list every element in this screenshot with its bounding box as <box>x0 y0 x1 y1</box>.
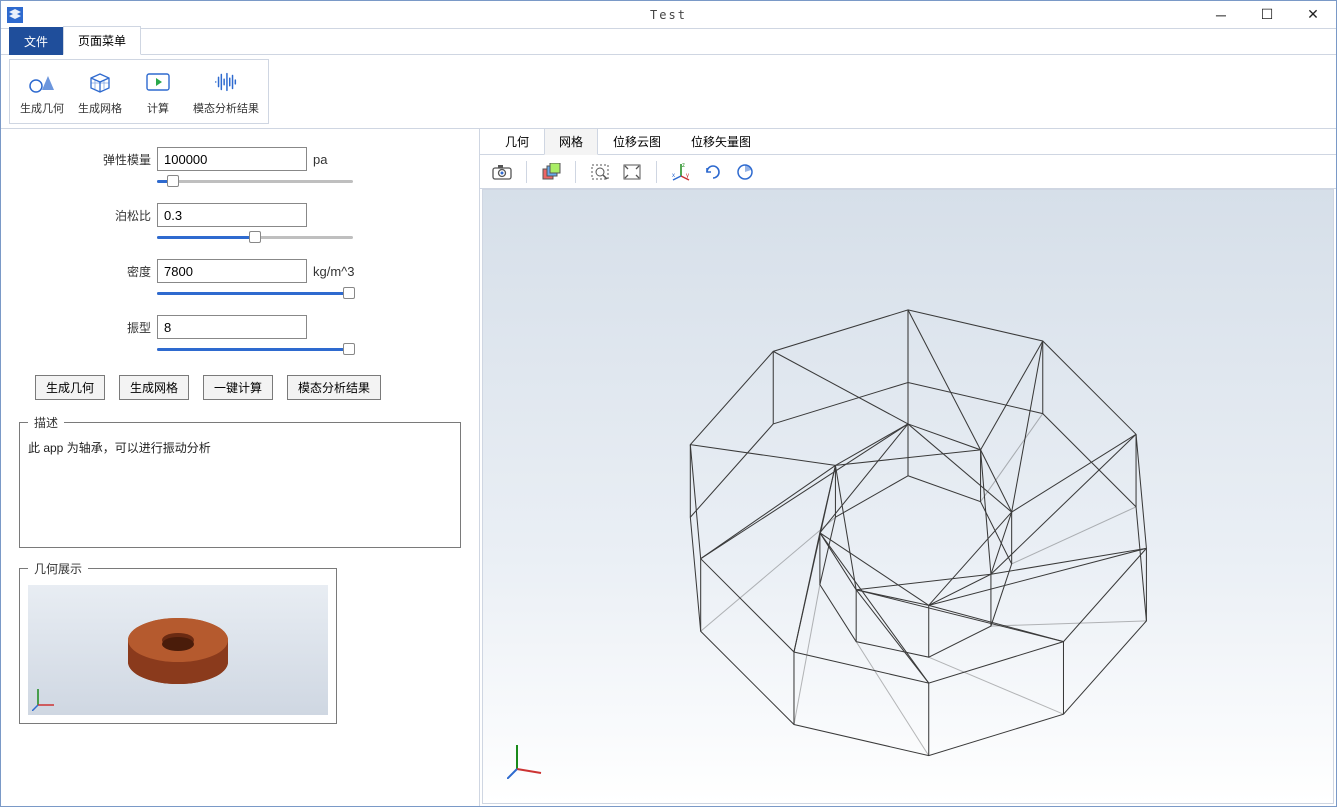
ribbon-btn-gen-mesh[interactable]: 生成网格 <box>74 64 126 119</box>
window-controls: ─ ☐ ✕ <box>1198 1 1336 29</box>
right-panel: 几何 网格 位移云图 位移矢量图 zy x <box>479 129 1336 806</box>
titlebar: Test ─ ☐ ✕ <box>1 1 1336 29</box>
rotate-ccw-icon[interactable] <box>701 160 725 184</box>
viewer-tab-geom[interactable]: 几何 <box>490 128 544 155</box>
svg-text:z: z <box>682 163 685 169</box>
fieldset-description: 描述 此 app 为轴承，可以进行振动分析 <box>19 414 461 548</box>
description-text: 此 app 为轴承，可以进行振动分析 <box>28 439 452 539</box>
svg-text:x: x <box>672 173 675 179</box>
viewer-tab-disp-vector[interactable]: 位移矢量图 <box>676 128 766 155</box>
ribbon-btn-label: 模态分析结果 <box>193 100 259 116</box>
ribbon-btn-label: 生成网格 <box>78 100 122 116</box>
row-density: 密度 kg/m^3 <box>97 259 465 283</box>
ribbon-tab-page[interactable]: 页面菜单 <box>63 26 141 55</box>
param-form: 弹性模量 pa 泊松比 密度 kg/m^3 <box>15 147 465 357</box>
unit-density: kg/m^3 <box>313 264 355 279</box>
minimize-button[interactable]: ─ <box>1198 1 1244 29</box>
viewport-axes-icon <box>507 739 547 779</box>
close-button[interactable]: ✕ <box>1290 1 1336 29</box>
mesh-wireframe <box>483 190 1333 803</box>
label-elastic: 弹性模量 <box>97 151 151 168</box>
rotate-sector-icon[interactable] <box>733 160 757 184</box>
layers-icon[interactable] <box>539 160 563 184</box>
left-panel: 弹性模量 pa 泊松比 密度 kg/m^3 <box>1 129 479 806</box>
zoom-extents-icon[interactable] <box>620 160 644 184</box>
xyz-axes-icon[interactable]: zy x <box>669 160 693 184</box>
window-title: Test <box>650 8 687 22</box>
slider-poisson[interactable] <box>157 229 353 245</box>
viewer-tabs: 几何 网格 位移云图 位移矢量图 <box>480 129 1336 155</box>
label-mode: 振型 <box>97 319 151 336</box>
mini-axes-icon <box>32 685 58 711</box>
ribbon-btn-modal-result[interactable]: 模态分析结果 <box>190 64 262 119</box>
row-poisson: 泊松比 <box>97 203 465 227</box>
ribbon-tab-strip: 文件 页面菜单 <box>1 29 1336 55</box>
3d-viewport[interactable] <box>482 189 1334 804</box>
input-elastic[interactable] <box>157 147 307 171</box>
play-icon <box>144 68 172 96</box>
geom-preview-viewport[interactable] <box>28 585 328 715</box>
fieldset-geom-display: 几何展示 <box>19 560 337 724</box>
label-poisson: 泊松比 <box>97 207 151 224</box>
slider-elastic[interactable] <box>157 173 353 189</box>
viewer-toolbar: zy x <box>480 155 1336 189</box>
maximize-button[interactable]: ☐ <box>1244 1 1290 29</box>
svg-text:y: y <box>686 173 689 179</box>
ribbon-btn-label: 计算 <box>147 100 169 116</box>
main-area: 弹性模量 pa 泊松比 密度 kg/m^3 <box>1 129 1336 806</box>
input-density[interactable] <box>157 259 307 283</box>
btn-modal-result[interactable]: 模态分析结果 <box>287 375 381 400</box>
bearing-geometry-icon <box>103 600 253 700</box>
btn-gen-geom[interactable]: 生成几何 <box>35 375 105 400</box>
btn-one-click[interactable]: 一键计算 <box>203 375 273 400</box>
ribbon-group-main: 生成几何 生成网格 计算 模态分析结果 <box>9 59 269 124</box>
viewer-tab-mesh[interactable]: 网格 <box>544 128 598 155</box>
camera-icon[interactable] <box>490 160 514 184</box>
waveform-icon <box>212 68 240 96</box>
zoom-box-icon[interactable] <box>588 160 612 184</box>
input-mode[interactable] <box>157 315 307 339</box>
ribbon-btn-label: 生成几何 <box>20 100 64 116</box>
label-density: 密度 <box>97 263 151 280</box>
ribbon-btn-compute[interactable]: 计算 <box>132 64 184 119</box>
input-poisson[interactable] <box>157 203 307 227</box>
row-mode: 振型 <box>97 315 465 339</box>
viewer-tab-disp-cloud[interactable]: 位移云图 <box>598 128 676 155</box>
legend-description: 描述 <box>28 414 64 431</box>
mesh-cube-icon <box>86 68 114 96</box>
action-button-row: 生成几何 生成网格 一键计算 模态分析结果 <box>35 375 465 400</box>
slider-mode[interactable] <box>157 341 353 357</box>
ribbon-tab-file[interactable]: 文件 <box>9 27 63 55</box>
row-elastic: 弹性模量 pa <box>97 147 465 171</box>
ribbon: 生成几何 生成网格 计算 模态分析结果 <box>1 55 1336 129</box>
unit-elastic: pa <box>313 152 327 167</box>
slider-density[interactable] <box>157 285 353 301</box>
ribbon-btn-gen-geom[interactable]: 生成几何 <box>16 64 68 119</box>
sphere-cone-icon <box>28 68 56 96</box>
btn-gen-mesh[interactable]: 生成网格 <box>119 375 189 400</box>
legend-geom-display: 几何展示 <box>28 560 88 577</box>
app-icon <box>5 5 25 25</box>
